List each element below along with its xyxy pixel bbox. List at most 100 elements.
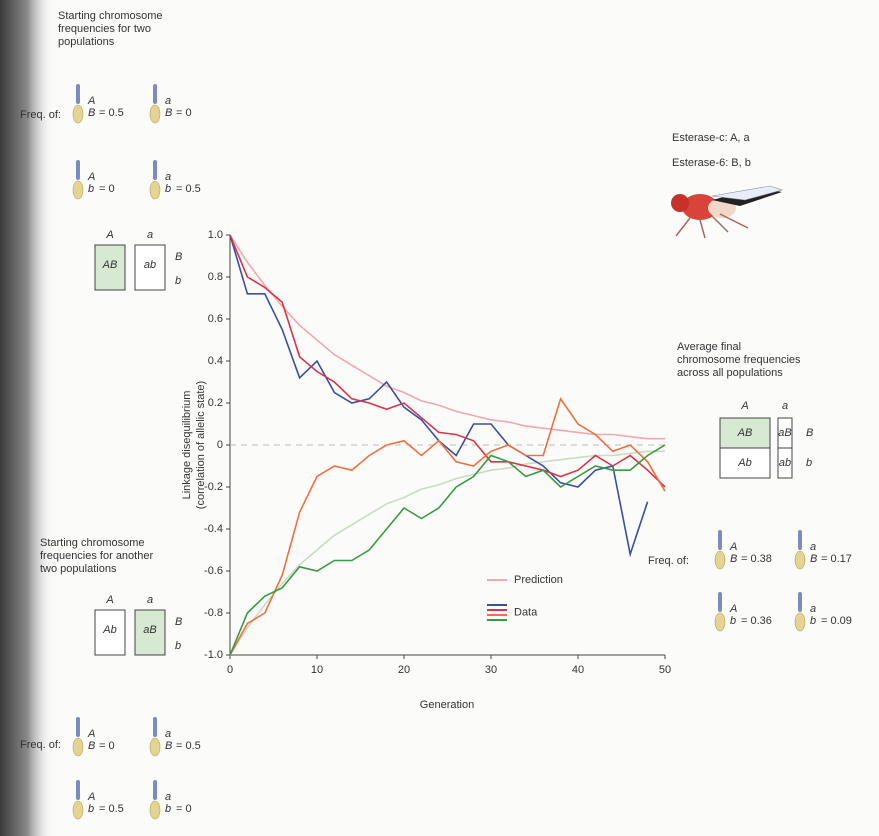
chromosome-arm: [153, 160, 157, 180]
y-tick-label: -0.2: [204, 481, 223, 493]
allele-bottom: b: [165, 803, 171, 815]
chromosome-arm: [153, 717, 157, 737]
species-label: Esterase-c: A, a: [672, 132, 751, 144]
x-tick-label: 0: [227, 664, 233, 676]
y-tick-label: -0.6: [204, 565, 223, 577]
chromosome-arm: [718, 530, 722, 550]
chromosome-body: [73, 738, 83, 756]
frequency-value: = 0.36: [741, 615, 772, 627]
y-tick-label: 1.0: [208, 229, 223, 241]
panel-title: across all populations: [677, 367, 783, 379]
y-tick-label: 0: [217, 439, 223, 451]
y-axis-label: Linkage disequilibrium: [181, 391, 193, 500]
allele-bottom: B: [88, 107, 95, 119]
allele-top: A: [729, 541, 737, 553]
panel-title: frequencies for two: [58, 23, 151, 35]
x-axis-label: Generation: [420, 699, 474, 711]
x-tick-label: 30: [485, 664, 497, 676]
panel-title: Starting chromosome: [40, 537, 145, 549]
frequency-value: = 0.5: [99, 107, 124, 119]
allele-bottom: B: [730, 553, 737, 565]
allele-top: a: [810, 603, 816, 615]
frequency-value: = 0.09: [821, 615, 852, 627]
frequency-value: = 0: [99, 183, 115, 195]
allele-top: a: [810, 541, 816, 553]
cell-label: aB: [778, 427, 791, 439]
y-tick-label: -0.8: [204, 607, 223, 619]
x-tick-label: 10: [311, 664, 323, 676]
cell-label: ab: [144, 259, 156, 271]
panel-title: two populations: [40, 563, 117, 575]
allele-bottom: b: [810, 615, 816, 627]
column-label: a: [147, 594, 153, 606]
cell-label: AB: [102, 259, 118, 271]
frequency-value: = 0: [176, 803, 192, 815]
allele-bottom: B: [88, 740, 95, 752]
chromosome-body: [795, 551, 805, 569]
chromosome-body: [73, 105, 83, 123]
column-label: a: [782, 400, 788, 412]
cell-label: aB: [143, 624, 156, 636]
column-label: a: [147, 229, 153, 241]
column-label: A: [105, 229, 113, 241]
y-tick-label: -0.4: [204, 523, 223, 535]
column-label: A: [740, 400, 748, 412]
frequency-value: = 0.5: [176, 183, 201, 195]
chromosome-body: [150, 105, 160, 123]
chromosome-body: [715, 613, 725, 631]
allele-bottom: B: [810, 553, 817, 565]
chromosome-body: [150, 738, 160, 756]
row-label: B: [806, 427, 813, 439]
allele-top: a: [165, 791, 171, 803]
chromosome-body: [150, 181, 160, 199]
allele-top: a: [165, 95, 171, 107]
freq-label: Freq. of:: [648, 555, 689, 567]
frequency-value: = 0.17: [821, 553, 852, 565]
chromosome-body: [73, 801, 83, 819]
y-tick-label: 0.2: [208, 397, 223, 409]
y-tick-label: 0.8: [208, 271, 223, 283]
chromosome-arm: [153, 84, 157, 104]
allele-top: A: [729, 603, 737, 615]
cell-label: ab: [779, 457, 791, 469]
allele-bottom: b: [88, 183, 94, 195]
allele-top: A: [87, 95, 95, 107]
frequency-value: = 0.5: [176, 740, 201, 752]
chromosome-body: [715, 551, 725, 569]
allele-top: A: [87, 791, 95, 803]
x-tick-label: 50: [659, 664, 671, 676]
frequency-value: = 0: [176, 107, 192, 119]
row-label: b: [175, 640, 181, 652]
freq-label: Freq. of:: [20, 109, 61, 121]
chromosome-arm: [798, 530, 802, 550]
y-tick-label: 0.6: [208, 313, 223, 325]
y-tick-label: -1.0: [204, 649, 223, 661]
frequency-value: = 0.38: [741, 553, 772, 565]
panel-title: Average final: [677, 341, 741, 353]
frequency-value: = 0.5: [99, 803, 124, 815]
row-label: b: [175, 275, 181, 287]
legend-label: Prediction: [514, 574, 563, 586]
chromosome-body: [150, 801, 160, 819]
panel-title: Starting chromosome: [58, 10, 163, 22]
x-tick-label: 40: [572, 664, 584, 676]
allele-bottom: B: [165, 740, 172, 752]
x-tick-label: 20: [398, 664, 410, 676]
allele-bottom: B: [165, 107, 172, 119]
cell-label: Ab: [102, 624, 116, 636]
legend-label: Data: [514, 606, 538, 618]
row-label: b: [806, 457, 812, 469]
chromosome-body: [73, 181, 83, 199]
chromosome-arm: [76, 160, 80, 180]
cell-label: AB: [737, 427, 753, 439]
cell-label: Ab: [737, 457, 751, 469]
row-label: B: [175, 251, 182, 263]
chromosome-arm: [153, 780, 157, 800]
panel-title: populations: [58, 36, 115, 48]
column-label: A: [105, 594, 113, 606]
allele-bottom: b: [88, 803, 94, 815]
chromosome-arm: [76, 717, 80, 737]
allele-top: A: [87, 171, 95, 183]
figure: Esterase-c: A, a Esterase-6: B, b Genera…: [0, 0, 879, 836]
chromosome-arm: [798, 592, 802, 612]
